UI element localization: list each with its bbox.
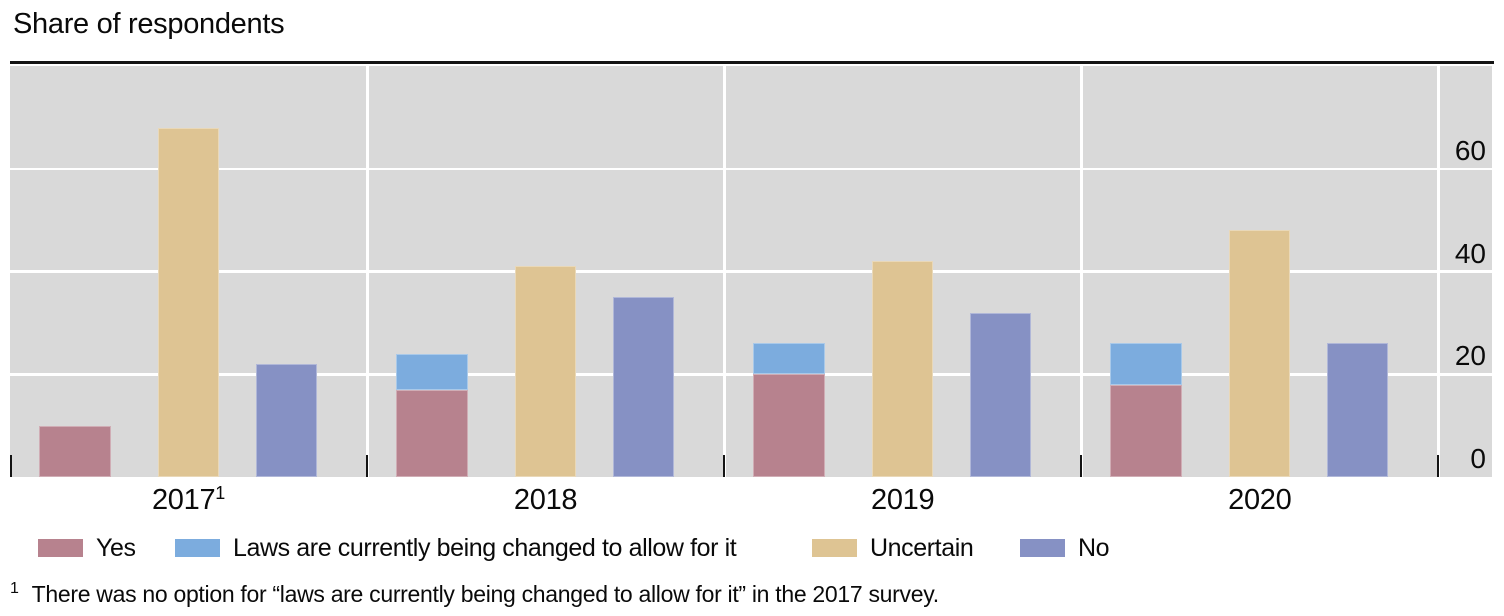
legend-item-no: No	[1020, 533, 1110, 562]
x-axis-tick-4	[1437, 455, 1440, 477]
legend-item-yes: Yes	[38, 533, 136, 562]
bar-uncertain-2019	[872, 261, 934, 477]
gridline-y-60	[10, 167, 1492, 170]
bar-yes-2020	[1110, 384, 1183, 477]
legend-swatch-laws-are-currently-being-changed-to-allo	[175, 539, 220, 557]
gridline-y-20	[10, 373, 1492, 376]
footnote-text: There was no option for “laws are curren…	[31, 581, 940, 607]
y-tick-label-40: 40	[1454, 237, 1486, 269]
legend-label-laws-are-currently-being-changed-to-allo: Laws are currently being changed to allo…	[233, 533, 737, 562]
bar-no-2018	[613, 297, 675, 477]
x-label-2018: 2018	[513, 484, 578, 516]
bar-uncertain-2018	[515, 266, 577, 477]
footnote-marker: 1	[10, 580, 19, 597]
x-label-2017: 20171	[151, 483, 226, 516]
x-axis-tick-1	[366, 455, 369, 477]
bar-uncertain-2017	[158, 127, 219, 477]
y-tick-label-60: 60	[1454, 134, 1486, 166]
gridline-x-1	[365, 66, 369, 477]
plot-area: 0 20 40 60	[10, 66, 1492, 477]
bar-uncertain-2020	[1229, 230, 1291, 477]
footnote: 1 There was no option for “laws are curre…	[10, 580, 940, 608]
bar-yes-2017	[39, 425, 111, 477]
legend-swatch-no	[1020, 539, 1065, 557]
legend-swatch-uncertain	[812, 539, 857, 557]
x-label-2019: 2019	[871, 484, 935, 516]
bar-no-2020	[1327, 343, 1389, 477]
title-divider-rule	[10, 61, 1494, 64]
y-tick-label-0: 0	[1470, 443, 1486, 474]
legend-item-laws-are-currently-being-changed-to-allo: Laws are currently being changed to allo…	[175, 533, 737, 562]
gridline-x-3	[1079, 66, 1083, 477]
legend-label-uncertain: Uncertain	[870, 533, 974, 562]
gridline-x-4	[1436, 66, 1440, 477]
legend-label-no: No	[1078, 533, 1110, 562]
y-tick-label-20: 20	[1454, 340, 1486, 372]
bar-laws-are-currently-being-changed-to-allo-2020	[1110, 343, 1183, 385]
x-label-2020: 2020	[1228, 484, 1292, 516]
chart-title: Share of respondents	[13, 8, 285, 40]
bar-yes-2019	[753, 374, 826, 477]
x-axis-tick-2	[723, 455, 726, 477]
legend-label-yes: Yes	[96, 533, 136, 562]
gridline-y-40	[10, 270, 1492, 273]
x-axis-tick-0	[10, 455, 12, 477]
bar-no-2019	[970, 312, 1032, 477]
x-label-footnote-marker: 1	[215, 483, 226, 503]
bar-laws-are-currently-being-changed-to-allo-2019	[753, 343, 826, 375]
gridline-x-2	[722, 66, 726, 477]
x-axis-tick-3	[1080, 455, 1083, 477]
bar-yes-2018	[396, 389, 469, 477]
legend-item-uncertain: Uncertain	[812, 533, 974, 562]
bar-no-2017	[256, 363, 317, 477]
legend-swatch-yes	[38, 539, 83, 557]
bar-laws-are-currently-being-changed-to-allo-2018	[396, 353, 469, 390]
